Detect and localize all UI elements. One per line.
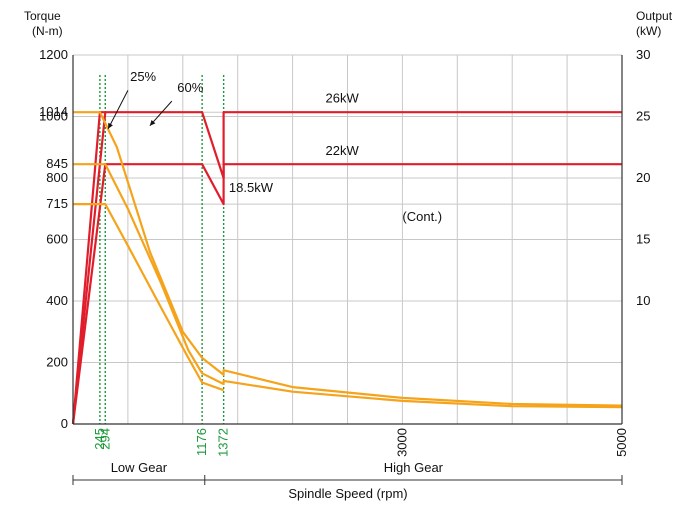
y-left-title-line2: (N-m): [32, 24, 63, 38]
y-right-tick-label: 15: [636, 232, 650, 247]
series-line-5: [73, 163, 623, 409]
y-right-title-line2: (kW): [636, 24, 661, 38]
series-line-4: [73, 111, 623, 407]
y-left-tick-label: 715: [46, 196, 68, 211]
y-left-tick-label: 1200: [39, 47, 68, 62]
y-left-tick-label: 800: [46, 170, 68, 185]
x-tick-label-245: 245: [92, 428, 107, 450]
y-left-tick-label: 600: [46, 232, 68, 247]
annotation: (Cont.): [402, 209, 442, 224]
x-tick-label-294: 294: [97, 428, 112, 450]
x-tick-label-1372: 1372: [216, 428, 231, 457]
arrow-60pct: [149, 100, 173, 127]
annotation: 22kW: [326, 143, 360, 158]
x-tick-label-1176: 1176: [194, 428, 209, 456]
gear-label-1: Low Gear: [111, 460, 168, 475]
x-tick-label-5000: 5000: [614, 428, 629, 457]
y-right-tick-label: 30: [636, 47, 650, 62]
series-layer: [71, 111, 623, 425]
grid-layer: [73, 54, 623, 424]
y-right-tick-label: 20: [636, 170, 650, 185]
y-left-title-line1: Torque: [24, 9, 61, 23]
y-right-tick-label: 10: [636, 293, 650, 308]
arrow-25pct: [107, 90, 129, 130]
annotation: 18.5kW: [229, 180, 274, 195]
axis-layer: [72, 55, 623, 425]
arrow-25pct-head: [108, 122, 113, 129]
x-tick-label-3000: 3000: [394, 428, 409, 457]
y-left-tick-label: 1014: [39, 104, 68, 119]
y-left-tick-label: 845: [46, 156, 68, 171]
series-line-2: [71, 163, 622, 425]
y-left-tick-label: 0: [61, 416, 68, 431]
speed-marker-lines: [99, 75, 225, 424]
y-right-title-line1: Output: [636, 9, 673, 23]
x-axis-title: Spindle Speed (rpm): [288, 486, 407, 501]
annotation: 25%: [130, 69, 156, 84]
y-left-tick-label: 200: [46, 355, 68, 370]
annotation: 60%: [177, 80, 203, 95]
y-left-tick-label: 400: [46, 293, 68, 308]
annotation: 26kW: [326, 91, 360, 106]
arrow-60pct-head: [149, 119, 156, 126]
gear-label-2: High Gear: [384, 460, 444, 475]
series-line-6: [73, 203, 224, 392]
y-right-tick-label: 25: [636, 109, 650, 124]
y-left-tick-label: 1000: [39, 109, 68, 124]
